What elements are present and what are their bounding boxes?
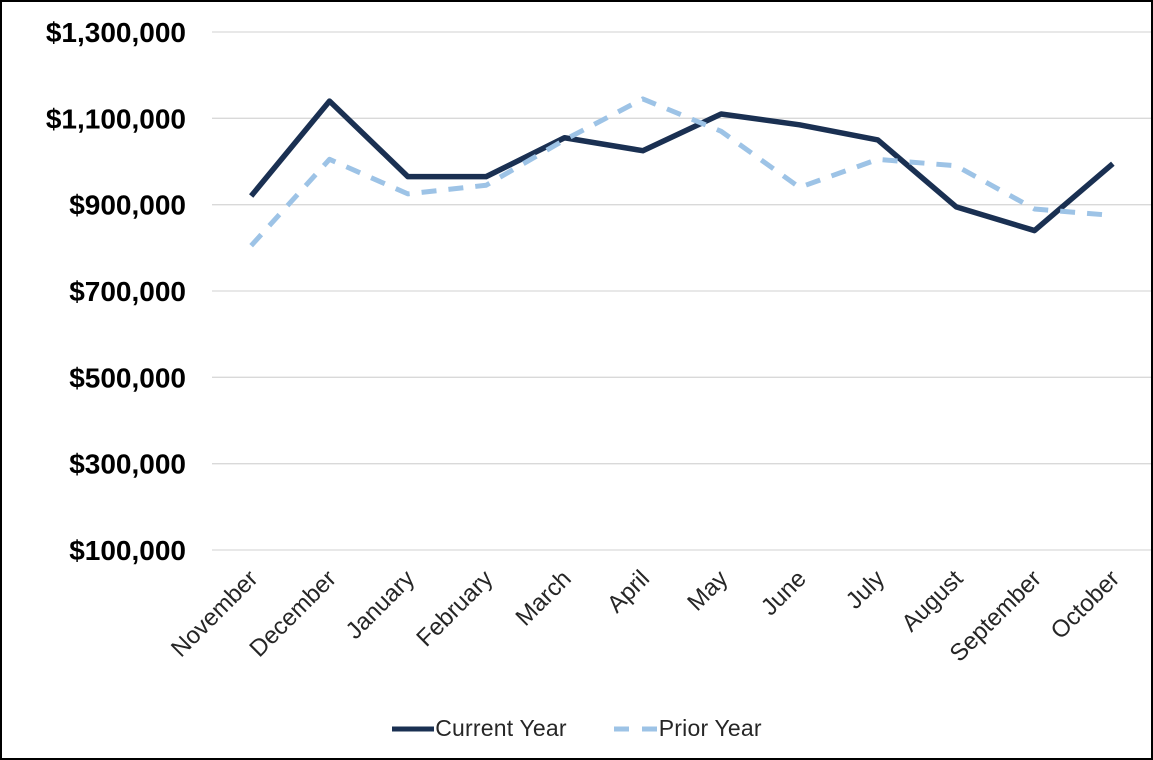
x-tick-label: June <box>756 565 812 621</box>
y-tick-label: $700,000 <box>69 276 186 307</box>
y-axis-tick-labels: $100,000 $300,000 $500,000 $700,000 $900,000… <box>46 17 186 566</box>
legend-item-current-year: Current Year <box>391 715 567 742</box>
prior-year-line <box>249 96 1114 248</box>
prior-year-line-swatch <box>613 726 658 731</box>
y-tick-label: $1,300,000 <box>46 17 186 48</box>
legend-label-current-year: Current Year <box>435 715 567 741</box>
x-tick-label: April <box>602 565 655 618</box>
gridlines <box>212 31 1151 551</box>
legend-label-prior-year: Prior Year <box>658 715 762 741</box>
y-tick-label: $100,000 <box>69 535 186 566</box>
legend-item-prior-year: Prior Year <box>613 715 762 742</box>
y-tick-label: $300,000 <box>69 449 186 480</box>
current-year-line-swatch <box>392 726 435 731</box>
x-tick-label: January <box>341 565 420 644</box>
y-tick-label: $500,000 <box>69 362 186 393</box>
x-tick-label: May <box>682 565 733 616</box>
current-year-line <box>249 98 1115 234</box>
x-tick-label: March <box>510 565 576 631</box>
series-lines <box>249 96 1115 248</box>
x-tick-label: December <box>244 565 341 662</box>
x-tick-label: October <box>1046 565 1125 644</box>
x-tick-label: February <box>411 565 498 652</box>
x-tick-label: July <box>841 565 890 614</box>
legend: Current Year Prior Year <box>2 715 1151 742</box>
x-tick-label: August <box>896 565 968 637</box>
y-tick-label: $1,100,000 <box>46 103 186 134</box>
y-tick-label: $900,000 <box>69 190 186 221</box>
